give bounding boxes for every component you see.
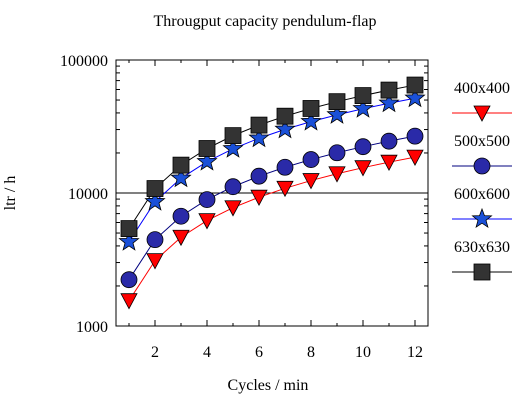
data-point-500x500 [250, 167, 268, 185]
data-point-400x400 [354, 160, 372, 177]
data-point-630x630 [172, 156, 190, 174]
x-tick-label: 12 [407, 344, 423, 361]
data-point-600x600 [300, 110, 322, 131]
x-tick-label: 6 [255, 344, 263, 361]
data-point-500x500 [198, 191, 216, 209]
series-layer [118, 76, 426, 310]
y-tick-label: 100000 [60, 53, 108, 70]
data-point-600x600 [352, 97, 374, 118]
data-point-600x600 [248, 127, 270, 148]
y-tick-label: 1000 [76, 319, 108, 336]
data-point-600x600 [378, 92, 400, 113]
legend: 400x400 500x500 600x600 630x630 [452, 80, 512, 281]
data-point-400x400 [276, 180, 294, 198]
data-point-600x600 [404, 87, 426, 108]
legend-label-630x630: 630x630 [454, 239, 510, 256]
x-tick-label: 10 [355, 344, 371, 361]
data-point-600x600 [274, 118, 296, 139]
data-point-500x500 [328, 144, 346, 162]
data-point-400x400 [198, 213, 216, 230]
data-point-630x630 [406, 76, 424, 94]
data-point-400x400 [302, 173, 320, 190]
data-point-400x400 [328, 166, 346, 183]
legend-label-400x400: 400x400 [454, 80, 510, 97]
data-point-630x630 [328, 93, 346, 111]
x-axis-label: Cycles / min [228, 377, 309, 394]
data-point-400x400 [250, 189, 268, 207]
data-point-600x600 [326, 103, 348, 124]
x-tick-label: 2 [151, 344, 159, 361]
legend-marker-600x600 [471, 207, 493, 229]
data-point-630x630 [198, 140, 216, 157]
data-point-600x600 [196, 150, 218, 171]
legend-label-500x500: 500x500 [454, 133, 510, 150]
chart-title: Througput capacity pendulum-flap [153, 13, 376, 30]
data-point-500x500 [406, 127, 424, 145]
data-point-600x600 [144, 190, 166, 211]
x-tick-label: 8 [307, 344, 315, 361]
data-point-500x500 [302, 151, 320, 168]
data-point-630x630 [146, 180, 164, 197]
data-point-600x600 [170, 167, 192, 188]
ticks-layer: 2 4 6 8 10 12 1000 10000 100000 [60, 53, 428, 361]
data-point-630x630 [120, 220, 138, 237]
data-point-500x500 [120, 271, 138, 289]
data-point-630x630 [276, 107, 294, 125]
data-point-500x500 [354, 138, 372, 156]
series-line-500x500 [128, 135, 416, 280]
data-point-630x630 [224, 127, 242, 145]
data-point-400x400 [224, 200, 242, 217]
data-point-400x400 [146, 253, 164, 270]
data-point-500x500 [172, 207, 190, 225]
data-point-500x500 [224, 178, 242, 196]
data-point-600x600 [222, 137, 244, 158]
legend-marker-630x630 [473, 263, 491, 281]
data-point-500x500 [276, 158, 294, 176]
data-point-630x630 [250, 116, 268, 134]
series-line-400x400 [128, 156, 416, 301]
data-point-400x400 [380, 154, 398, 172]
data-point-630x630 [302, 100, 320, 117]
data-point-630x630 [354, 87, 372, 104]
series-line-600x600 [128, 97, 416, 243]
data-point-500x500 [146, 231, 164, 249]
legend-label-600x600: 600x600 [454, 186, 510, 203]
data-point-400x400 [172, 229, 190, 247]
data-point-600x600 [118, 230, 140, 251]
x-tick-label: 4 [203, 344, 211, 361]
data-point-500x500 [380, 132, 398, 150]
legend-marker-500x500 [473, 157, 491, 175]
data-point-400x400 [120, 293, 138, 310]
legend-marker-400x400 [473, 105, 491, 122]
data-point-630x630 [380, 81, 398, 99]
data-point-400x400 [406, 149, 424, 167]
y-axis-label: ltr / h [2, 176, 19, 211]
y-tick-label: 10000 [68, 186, 108, 203]
